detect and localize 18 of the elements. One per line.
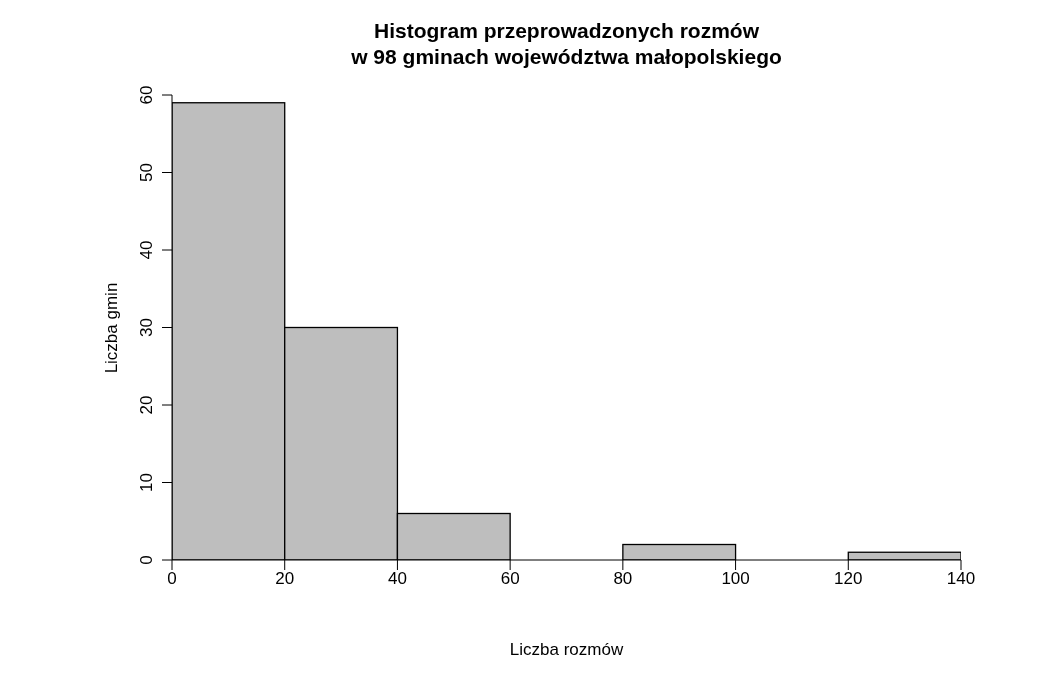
x-tick-label: 60 bbox=[500, 569, 520, 589]
x-tick-label: 140 bbox=[946, 569, 976, 589]
x-tick-label: 120 bbox=[834, 569, 863, 589]
y-tick-label: 30 bbox=[137, 318, 156, 337]
x-axis-title: Liczba rozmów bbox=[508, 640, 625, 660]
y-tick-label: 60 bbox=[137, 85, 156, 105]
y-tick-label: 0 bbox=[137, 555, 156, 565]
x-tick-label: 0 bbox=[167, 569, 177, 589]
chart-title: Histogram przeprowadzonych rozmów w 98 gminach województwa małopolskiego bbox=[350, 18, 783, 70]
y-axis-title: Liczba gmin bbox=[102, 282, 122, 373]
x-tick-label: 100 bbox=[721, 569, 750, 589]
x-tick-label: 20 bbox=[275, 569, 295, 589]
y-tick-label: 20 bbox=[137, 395, 156, 415]
x-tick-label: 80 bbox=[613, 569, 633, 589]
x-tick-label: 40 bbox=[387, 569, 407, 589]
y-tick-label: 10 bbox=[137, 473, 156, 492]
y-tick-label: 40 bbox=[137, 240, 156, 260]
y-tick-label: 50 bbox=[137, 163, 156, 182]
